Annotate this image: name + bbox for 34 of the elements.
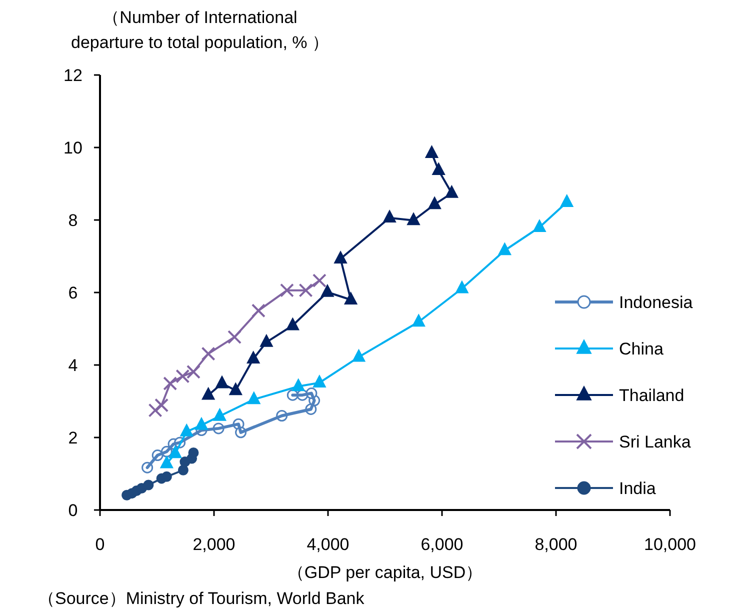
point [202, 387, 215, 400]
legend-label: India [619, 479, 656, 498]
x-axis-title: （GDP per capita, USD） [287, 563, 483, 582]
y-tick-label: 2 [68, 428, 78, 448]
point [201, 346, 216, 361]
point [298, 283, 313, 298]
y-tick-label: 10 [64, 138, 82, 158]
x-tick-label: 0 [95, 535, 105, 554]
point [176, 369, 190, 384]
point [228, 330, 242, 344]
point [312, 274, 326, 288]
x-tick-label: 2,000 [192, 535, 236, 554]
y-axis-title: （Number of International departure to total population, % ） [71, 8, 329, 52]
legend-label: Indonesia [619, 293, 694, 312]
point [163, 376, 178, 390]
point [251, 304, 266, 318]
legend-label: China [619, 340, 664, 358]
point [154, 398, 169, 412]
point [148, 403, 162, 418]
legend-label: Sri Lanka [619, 432, 692, 452]
x-tick-label: 10,000 [644, 535, 696, 554]
point [160, 456, 174, 468]
x-tick-label: 6,000 [420, 535, 464, 554]
y-tick-label: 12 [64, 66, 82, 85]
x-tick-label: 8,000 [534, 535, 578, 554]
x-tick-label: 4,000 [306, 535, 350, 554]
legend-label: Thailand [619, 386, 684, 405]
point [280, 283, 294, 298]
y-tick-label: 6 [68, 284, 78, 302]
y-tick-label: 8 [68, 211, 78, 230]
y-tick-label: 4 [68, 356, 78, 375]
y-tick-label: 0 [68, 501, 78, 520]
point [186, 364, 200, 379]
text: （Source）Ministry of Tourism, World Bank [38, 589, 365, 608]
